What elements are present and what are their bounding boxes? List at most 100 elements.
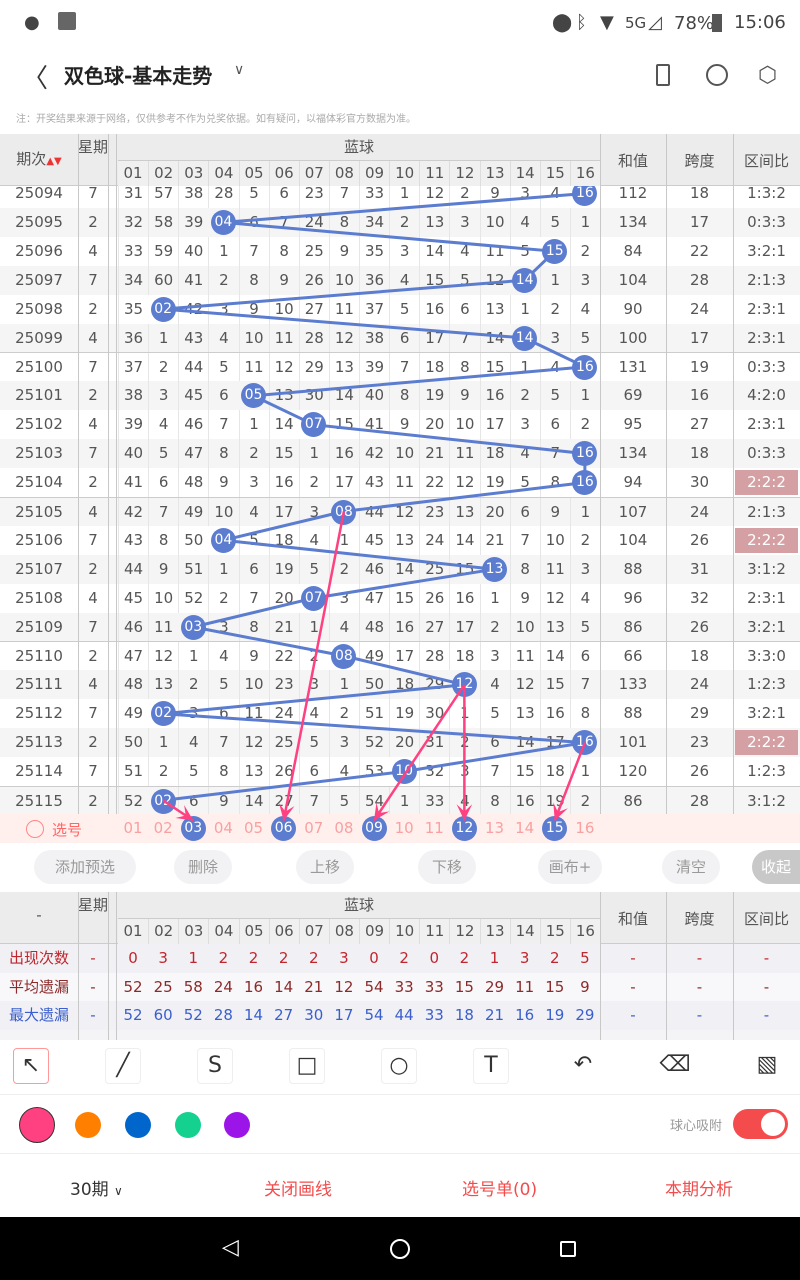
analysis-button[interactable]: 本期分析 [665,1180,733,1200]
miss-cell: 7 [268,207,299,237]
select-number[interactable]: 13 [484,819,505,837]
period-cell: 25112 [15,704,63,723]
period-cell: 25114 [15,762,63,780]
blue-ball-hit[interactable]: 05 [241,383,266,409]
close-drawing-button[interactable]: 关闭画线 [264,1180,332,1200]
rectangle-tool-icon[interactable]: □ [289,1048,325,1084]
ratio-cell: 0:3:3 [747,444,786,463]
clear-icon[interactable]: ▧ [756,1052,778,1077]
select-number[interactable]: 07 [304,819,324,837]
chevron-left-icon[interactable]: 〈 [22,64,49,94]
selected-ball[interactable]: 09 [361,816,387,841]
action-button[interactable]: 上移 [296,850,354,884]
blue-ball-hit[interactable]: 02 [150,788,176,814]
line-tool-icon[interactable]: ╱ [105,1048,141,1084]
miss-cell: 13 [449,497,479,527]
blue-ball-hit[interactable]: 02 [150,296,176,322]
action-button[interactable]: 添加预选 [34,850,136,884]
sum-cell: 133 [618,675,648,694]
snap-toggle[interactable] [733,1109,788,1139]
miss-cell: 40 [118,439,148,469]
select-number[interactable]: 04 [213,819,233,837]
blue-ball-hit[interactable]: 04 [210,209,236,235]
blue-ball-hit[interactable]: 07 [301,585,327,611]
ratio-cell: 2:2:2 [735,730,798,756]
miss-cell: 5 [479,699,510,729]
period-header[interactable]: 期次▲▼ [0,148,78,169]
back-icon[interactable]: ◁ [222,1235,239,1260]
color-swatch[interactable] [19,1107,55,1143]
selected-ball[interactable]: 06 [271,816,297,841]
span-cell: 31 [689,559,710,578]
miss-cell: 8 [148,525,178,555]
battery-icon [712,14,722,32]
select-number[interactable]: 08 [334,819,354,837]
pick-list-button[interactable]: 选号单(0) [462,1180,538,1200]
portrait-icon[interactable] [656,64,670,86]
stats-label: 出现次数 [8,949,69,967]
color-swatch[interactable] [125,1112,151,1138]
blue-ball-hit[interactable]: 02 [150,701,176,727]
action-button[interactable]: 收起 [752,850,800,884]
blue-ball-hit[interactable]: 16 [572,355,598,381]
blue-ball-hit[interactable]: 14 [512,325,538,351]
sort-icon[interactable]: ▲▼ [46,156,62,167]
recents-icon[interactable] [560,1241,576,1257]
period-select[interactable]: 30期 ∨ [70,1175,123,1200]
blue-ball-hit[interactable]: 12 [451,672,477,698]
blue-ball-hit[interactable]: 16 [572,186,598,206]
home-icon[interactable] [390,1239,410,1259]
trend-table-body[interactable]: 25094 7 31 57 38 28 5 6 23 7 33 1 12 2 9 3 4 16 112 18 1:3:2… [0,186,800,814]
select-number[interactable]: 10 [394,819,414,837]
curve-tool-icon[interactable]: S [197,1048,233,1084]
color-swatch[interactable] [75,1112,101,1138]
select-number[interactable]: 01 [123,819,143,837]
select-number[interactable]: 02 [153,819,173,837]
blue-ball-hit[interactable]: 10 [391,759,417,784]
action-button[interactable]: 删除 [174,850,232,884]
action-button[interactable]: 下移 [418,850,476,884]
miss-cell: 11 [449,439,479,469]
blue-ball-hit[interactable]: 16 [572,441,598,467]
miss-cell: 10 [148,583,178,613]
color-swatch[interactable] [175,1112,201,1138]
eraser-icon[interactable]: ⌫ [659,1052,691,1077]
circle-tool-icon[interactable]: ○ [381,1048,417,1084]
blue-ball-hit[interactable]: 16 [572,470,598,495]
text-tool-icon[interactable]: T [473,1048,509,1084]
blue-ball-hit[interactable]: 03 [180,614,206,640]
selected-ball[interactable]: 12 [451,816,477,841]
sum-header: 和值 [617,152,648,170]
chevron-down-icon[interactable]: ∨ [234,62,245,78]
undo-icon[interactable]: ↶ [573,1052,593,1077]
select-number[interactable]: 14 [515,819,535,837]
select-number[interactable]: 05 [243,819,264,837]
miss-cell: 8 [328,207,359,237]
action-button[interactable]: 清空 [662,850,720,884]
select-circle-icon[interactable] [26,820,44,838]
miss-cell: 46 [118,612,148,642]
blue-ball-hit[interactable]: 14 [512,267,538,293]
select-row: 选号 01 02 03 04 05 06 07 08 09 10 11 12 13 14 15 16 [0,814,800,843]
span-cell: 27 [689,415,710,434]
blue-ball-hit[interactable]: 07 [301,412,327,438]
select-number[interactable]: 11 [424,819,444,837]
selected-ball[interactable]: 03 [180,816,206,841]
settings-icon[interactable]: ⬡ [758,63,778,88]
blue-ball-hit[interactable]: 13 [482,556,507,582]
miss-cell: 40 [178,236,208,266]
column-header-05: 05 [238,161,269,186]
stats-value: 2 [218,949,229,967]
blue-ball-hit[interactable]: 15 [542,238,568,264]
color-swatch[interactable] [224,1112,250,1138]
week-cell: 4 [88,415,98,434]
bottom-bar: 30期 ∨ 关闭画线 选号单(0) 本期分析 [0,1155,800,1217]
arrow-tool-icon[interactable]: ↖ [13,1048,49,1084]
blue-ball-hit[interactable]: 04 [210,527,236,553]
snap-label: 球心吸附 [670,1119,723,1134]
share-icon[interactable] [706,64,728,86]
miss-cell: 1 [509,353,540,383]
action-button[interactable]: 画布+ [538,850,602,884]
select-number[interactable]: 16 [575,819,595,837]
selected-ball[interactable]: 15 [542,816,568,841]
